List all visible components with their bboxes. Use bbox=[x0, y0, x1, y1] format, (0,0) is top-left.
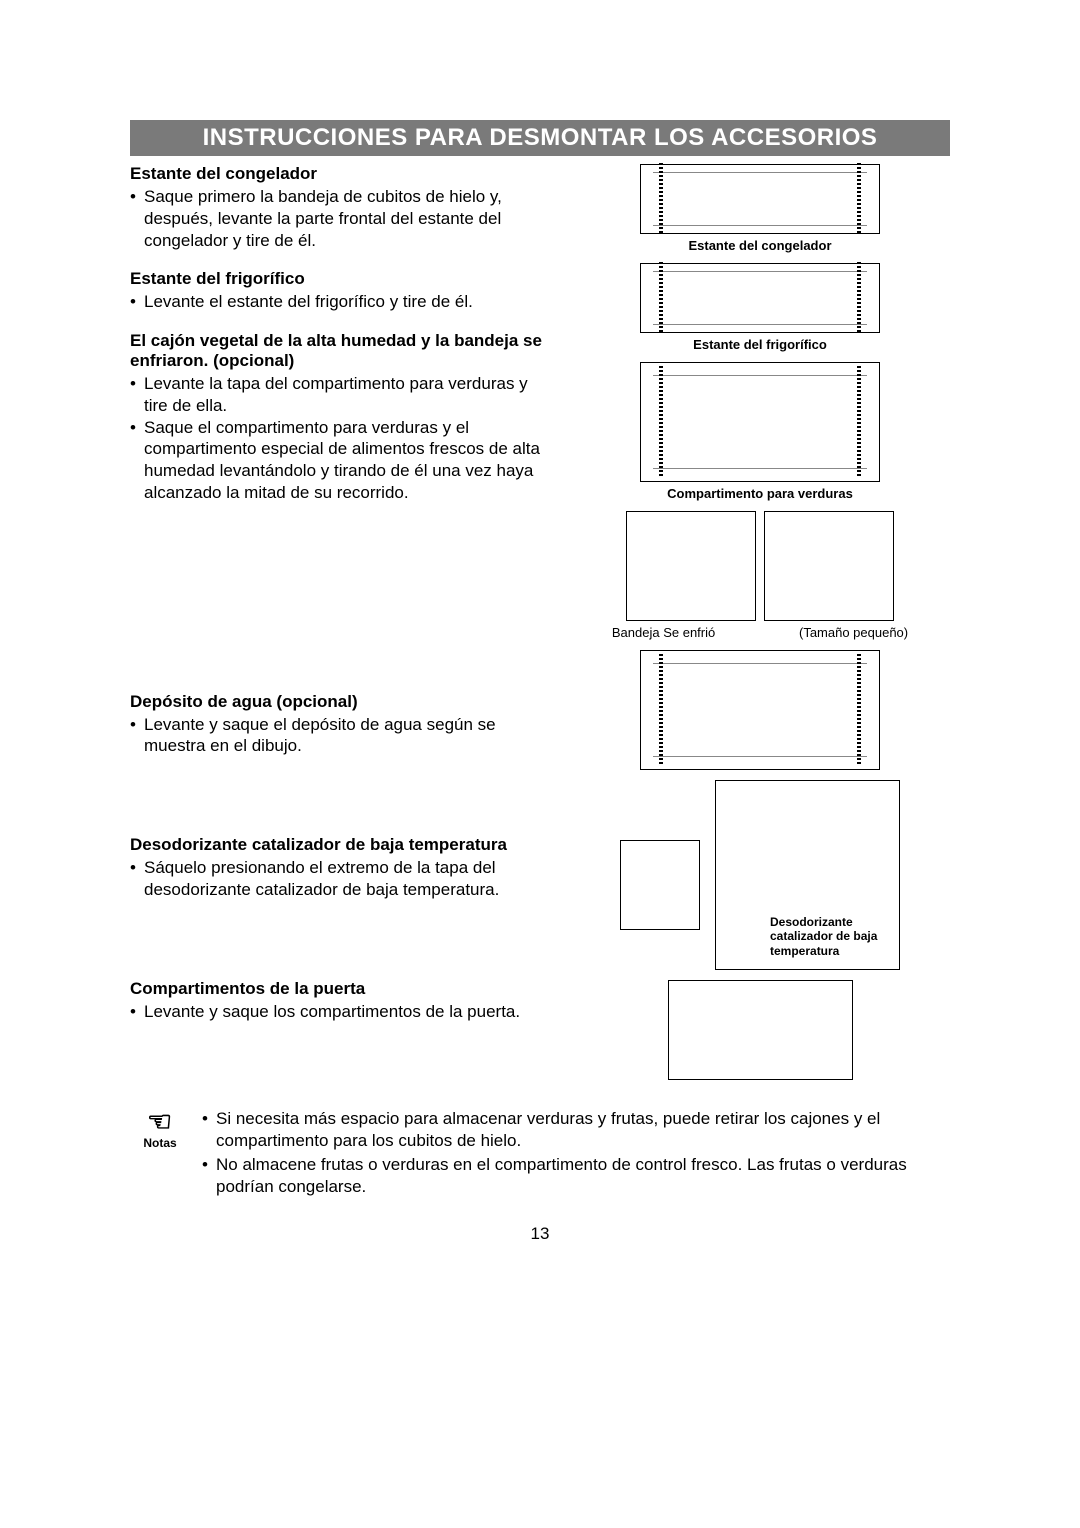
manual-page: INSTRUCCIONES PARA DESMONTAR LOS ACCESOR… bbox=[130, 120, 950, 1244]
bullet-text: Saque primero la bandeja de cubitos de h… bbox=[130, 186, 550, 251]
figure-deodorizer: Desodorizante catalizador de baja temper… bbox=[570, 780, 950, 970]
section-deodorizer: Desodorizante catalizador de baja temper… bbox=[130, 835, 550, 901]
section-freezer-shelf: Estante del congelador Saque primero la … bbox=[130, 164, 550, 251]
figure-door-compartment bbox=[570, 980, 950, 1080]
diagram-placeholder bbox=[620, 840, 700, 930]
section-door-compartments: Compartimentos de la puerta Levante y sa… bbox=[130, 979, 550, 1023]
figure-caption: Bandeja Se enfrió bbox=[612, 625, 715, 640]
notes-label: Notas bbox=[143, 1136, 176, 1150]
bullet-text: Sáquelo presionando el extremo de la tap… bbox=[130, 857, 550, 901]
section-heading: Estante del congelador bbox=[130, 164, 550, 184]
figure-caption: Desodorizante catalizador de baja temper… bbox=[770, 915, 910, 958]
notes-text: Si necesita más espacio para almacenar v… bbox=[202, 1108, 950, 1200]
figure-cooled-tray-pair: Bandeja Se enfrió (Tamaño pequeño) bbox=[570, 511, 950, 640]
diagram-placeholder bbox=[640, 263, 880, 333]
notes-block: ☞ Notas Si necesita más espacio para alm… bbox=[130, 1108, 950, 1200]
page-number: 13 bbox=[130, 1224, 950, 1244]
section-heading: Depósito de agua (opcional) bbox=[130, 692, 550, 712]
section-fridge-shelf: Estante del frigorífico Levante el estan… bbox=[130, 269, 550, 313]
diagram-placeholder bbox=[668, 980, 853, 1080]
pointing-hand-icon: ☞ bbox=[147, 1108, 172, 1136]
bullet-text: Levante y saque los compartimentos de la… bbox=[130, 1001, 550, 1023]
bullet-text: Levante y saque el depósito de agua segú… bbox=[130, 714, 550, 758]
section-heading: Desodorizante catalizador de baja temper… bbox=[130, 835, 550, 855]
section-heading: Estante del frigorífico bbox=[130, 269, 550, 289]
instructions-column: Estante del congelador Saque primero la … bbox=[130, 164, 550, 1090]
figure-fridge-shelf: Estante del frigorífico bbox=[570, 263, 950, 352]
section-heading: Compartimentos de la puerta bbox=[130, 979, 550, 999]
diagram-placeholder bbox=[640, 650, 880, 770]
layout-spacer bbox=[130, 522, 550, 692]
note-item: No almacene frutas o verduras en el comp… bbox=[202, 1154, 950, 1198]
layout-spacer bbox=[130, 775, 550, 835]
section-heading: El cajón vegetal de la alta humedad y la… bbox=[130, 331, 550, 371]
figure-vegetable-compartment: Compartimento para verduras bbox=[570, 362, 950, 501]
figure-caption: (Tamaño pequeño) bbox=[799, 625, 908, 640]
content-columns: Estante del congelador Saque primero la … bbox=[130, 164, 950, 1090]
figure-caption: Estante del frigorífico bbox=[570, 337, 950, 352]
diagram-placeholder bbox=[640, 362, 880, 482]
figure-water-tank bbox=[570, 650, 950, 770]
bullet-text: Saque el compartimento para verduras y e… bbox=[130, 417, 550, 504]
diagram-placeholder bbox=[626, 511, 756, 621]
bullet-text: Levante el estante del frigorífico y tir… bbox=[130, 291, 550, 313]
figure-caption: Estante del congelador bbox=[570, 238, 950, 253]
figures-column: Estante del congelador Estante del frigo… bbox=[570, 164, 950, 1090]
layout-spacer bbox=[130, 919, 550, 979]
bullet-text: Levante la tapa del compartimento para v… bbox=[130, 373, 550, 417]
diagram-placeholder bbox=[640, 164, 880, 234]
figure-freezer-shelf: Estante del congelador bbox=[570, 164, 950, 253]
section-vegetable-drawer: El cajón vegetal de la alta humedad y la… bbox=[130, 331, 550, 504]
diagram-placeholder bbox=[764, 511, 894, 621]
note-item: Si necesita más espacio para almacenar v… bbox=[202, 1108, 950, 1152]
notes-icon: ☞ Notas bbox=[130, 1108, 190, 1200]
section-water-tank: Depósito de agua (opcional) Levante y sa… bbox=[130, 692, 550, 758]
page-title: INSTRUCCIONES PARA DESMONTAR LOS ACCESOR… bbox=[130, 120, 950, 156]
figure-caption: Compartimento para verduras bbox=[570, 486, 950, 501]
